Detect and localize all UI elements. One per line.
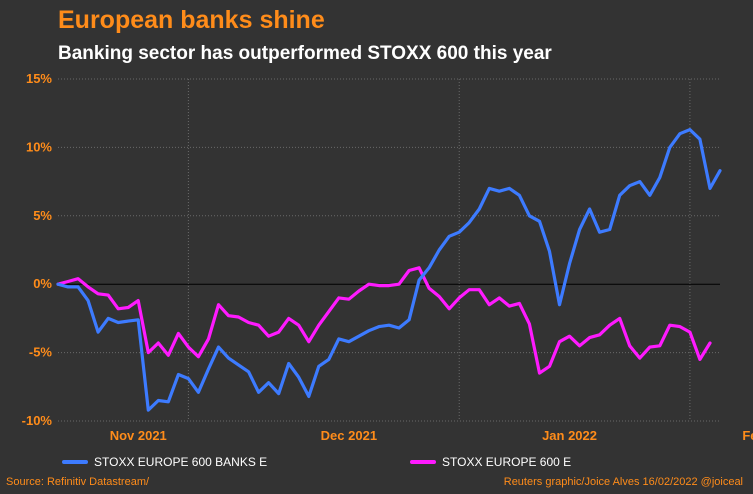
y-tick-label: 5% <box>33 208 52 223</box>
legend-swatch-banks <box>62 460 88 464</box>
source-note: Source: Refinitiv Datastream/ <box>6 476 150 488</box>
credit-note: Reuters graphic/Joice Alves 16/02/2022 @… <box>503 476 743 488</box>
legend-label-stoxx600: STOXX EUROPE 600 E <box>442 455 572 469</box>
y-tick-label: -5% <box>29 345 53 360</box>
chart-title: European banks shine <box>58 6 325 34</box>
series-line-stoxx600 <box>56 266 712 375</box>
x-tick-label: Feb 2022 <box>742 428 753 443</box>
y-tick-label: -10% <box>22 413 53 428</box>
y-tick-label: 10% <box>26 139 52 154</box>
x-tick-label: Jan 2022 <box>542 428 597 443</box>
legend-swatch-stoxx600 <box>410 460 436 464</box>
legend-item-banks: STOXX EUROPE 600 BANKS E <box>62 455 267 469</box>
x-tick-label: Dec 2021 <box>321 428 377 443</box>
series-line-banks <box>56 128 722 412</box>
y-tick-label: 15% <box>26 71 52 86</box>
legend-item-stoxx600: STOXX EUROPE 600 E <box>410 455 571 469</box>
legend-label-banks: STOXX EUROPE 600 BANKS E <box>94 455 268 469</box>
x-tick-label: Nov 2021 <box>110 428 167 443</box>
y-tick-label: 0% <box>33 276 52 291</box>
chart-subtitle: Banking sector has outperformed STOXX 60… <box>58 43 552 64</box>
